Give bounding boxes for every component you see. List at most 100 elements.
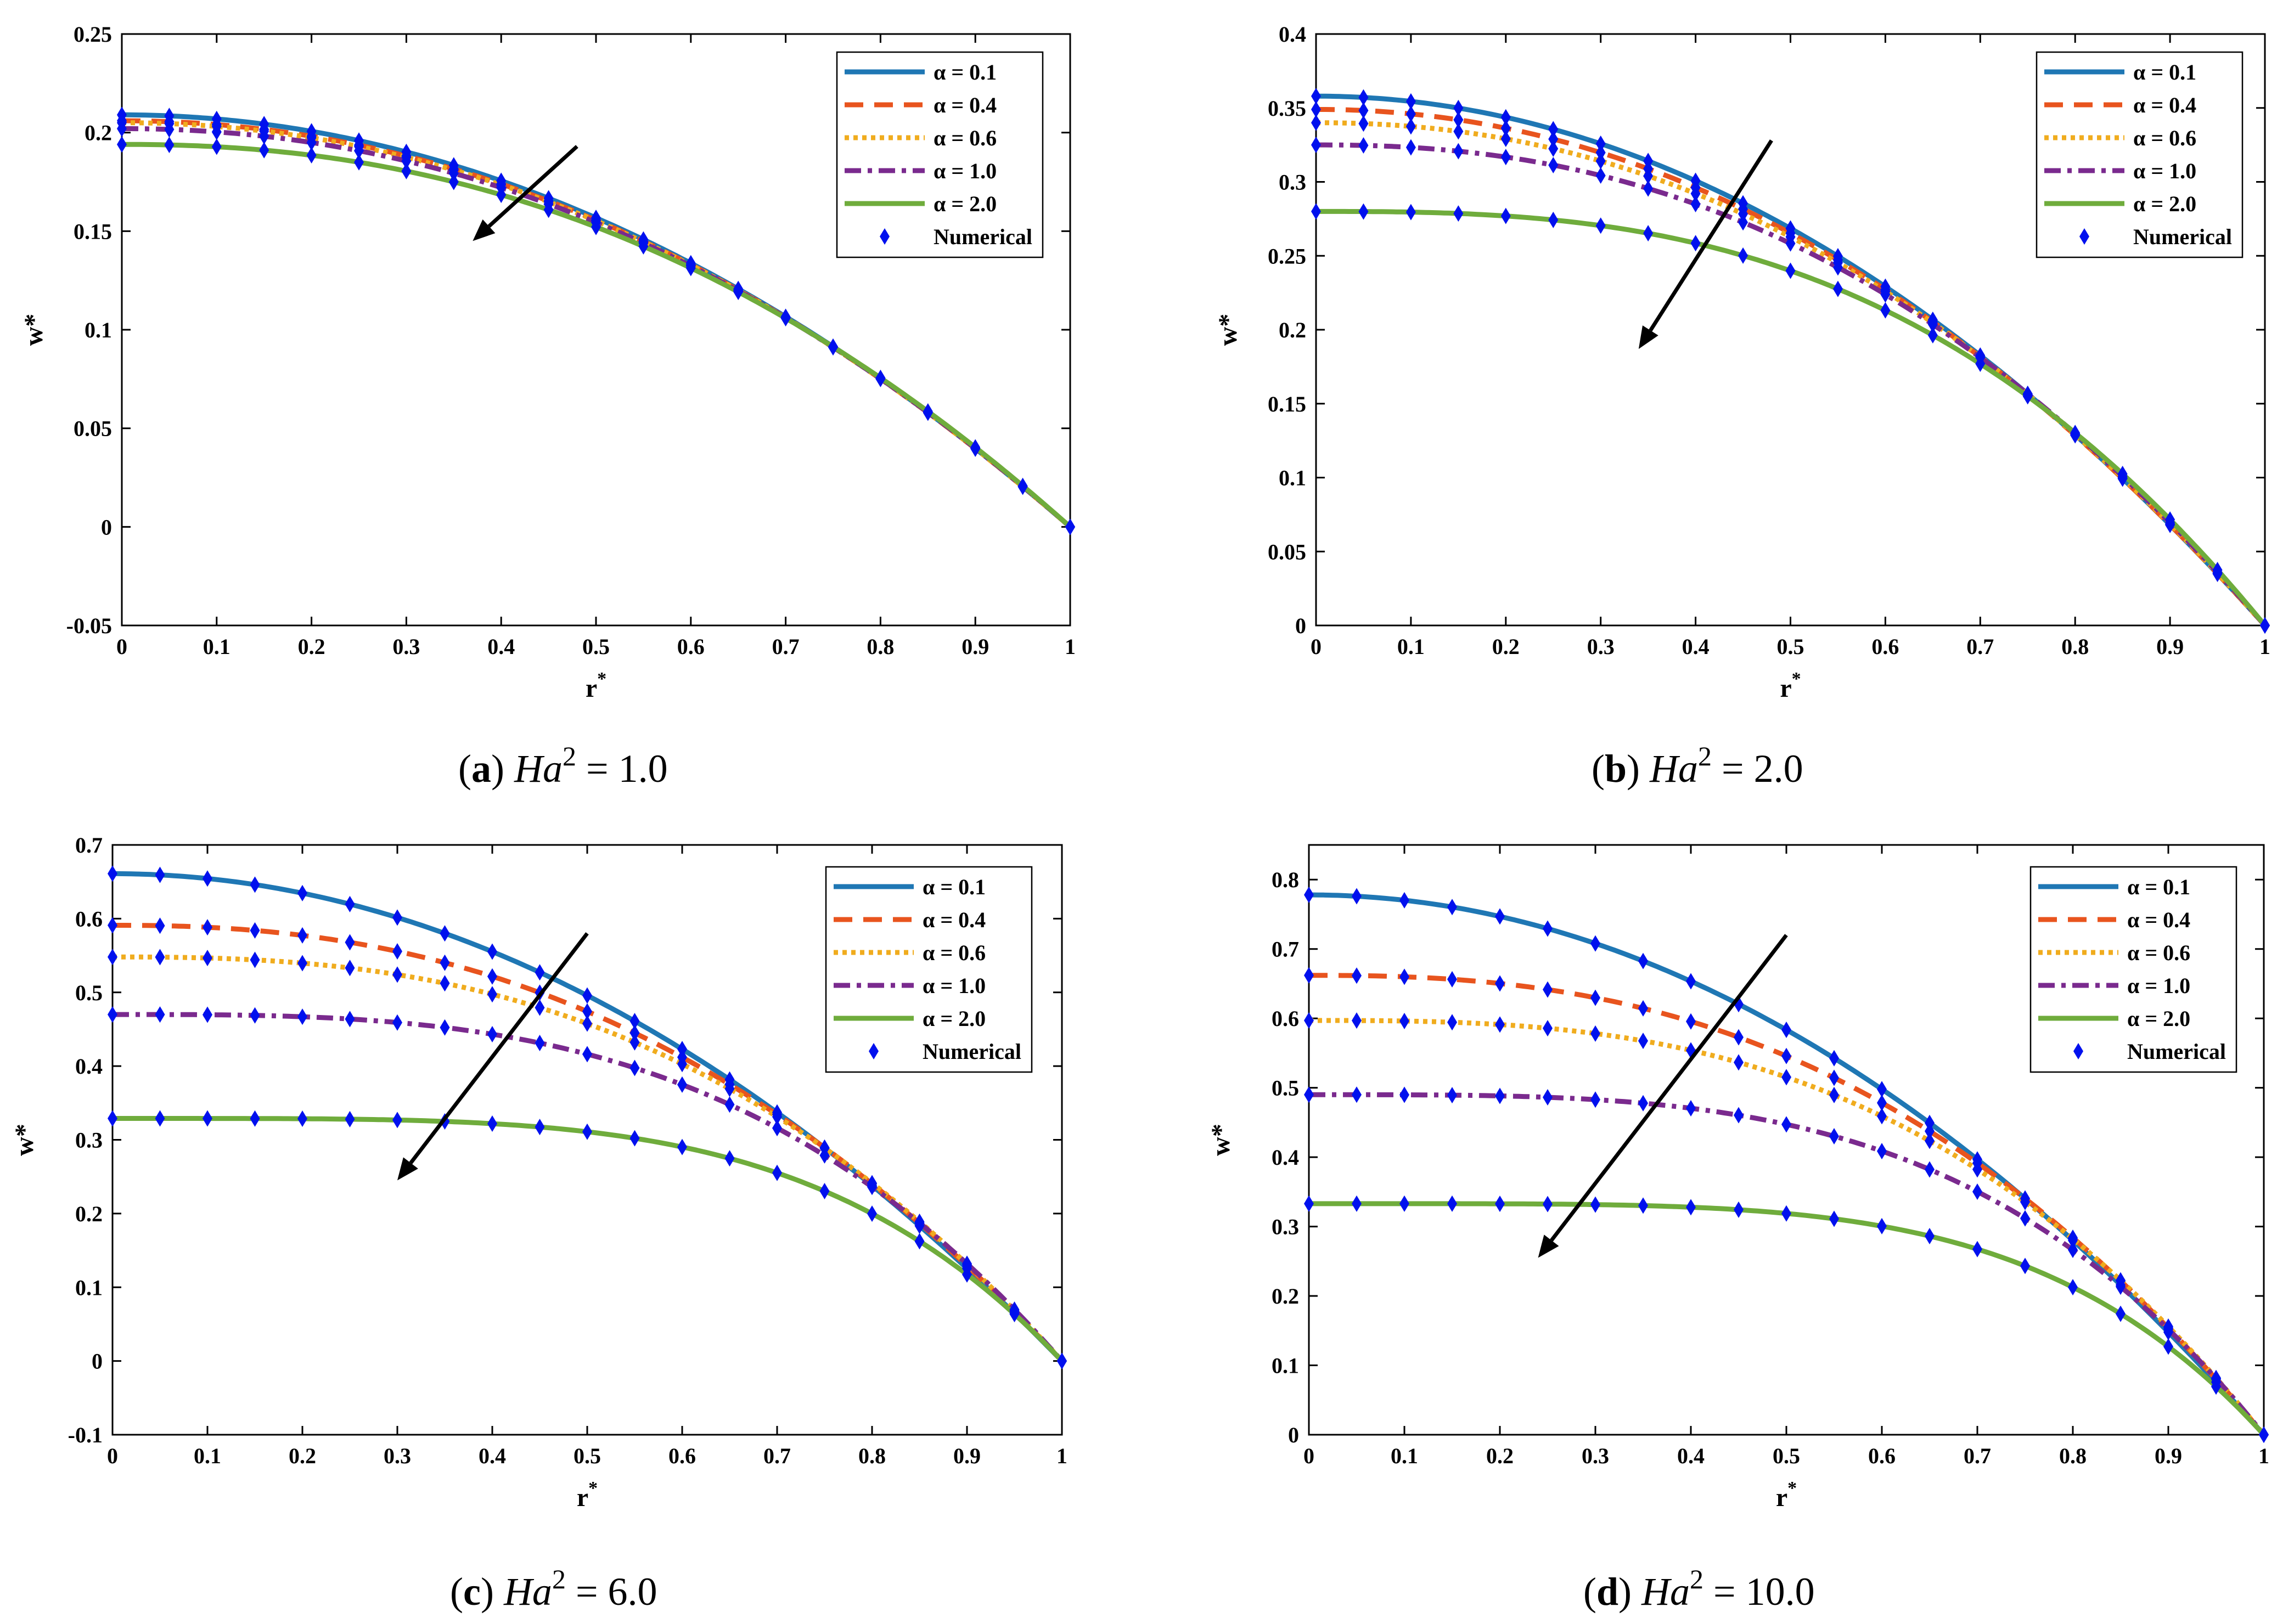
numerical-point [1738, 247, 1748, 264]
numerical-point [164, 121, 175, 138]
numerical-point [1311, 137, 1321, 154]
numerical-point [1734, 1201, 1744, 1218]
chart-panel-a: 0 0.1 0.2 0.3 0.4 0.5 0.6 0.7 0.8 0.9 1-0.0500.050… [19, 22, 1076, 791]
numerical-point [1595, 153, 1606, 170]
legend-alpha-symbol: α [923, 907, 935, 932]
legend-label-3: α = 1.0 [923, 973, 986, 998]
numerical-point [1877, 1143, 1887, 1160]
numerical-point [1405, 93, 1416, 110]
y-tick-label: 0.5 [75, 980, 103, 1005]
numerical-point [1548, 156, 1559, 173]
y-tick-label: 0 [1288, 1423, 1299, 1447]
x-tick-label: 0.2 [1486, 1443, 1514, 1468]
legend-alpha-value: = 0.1 [946, 60, 997, 84]
legend-alpha-value: = 2.0 [2139, 1006, 2190, 1031]
x-tick-label: 0.5 [1773, 1443, 1800, 1468]
legend-alpha-symbol: α [2133, 126, 2145, 150]
y-tick-label: 0 [92, 1349, 103, 1374]
series-line-2 [113, 954, 1062, 1363]
legend-alpha-value: = 0.6 [2145, 126, 2196, 150]
numerical-point [259, 142, 269, 159]
x-axis-label: r* [586, 669, 606, 703]
legend-alpha-value: = 0.4 [935, 907, 986, 932]
y-tick-label: 0.3 [1279, 170, 1306, 195]
numerical-point [487, 1115, 497, 1132]
x-tick-label: 0.7 [1966, 634, 1994, 659]
legend-alpha-symbol: α [934, 159, 946, 183]
caption-value: = 6.0 [566, 1570, 657, 1614]
numerical-point [2116, 1305, 2126, 1322]
legend-box [2029, 866, 2237, 1073]
numerical-point [108, 949, 117, 966]
y-tick-label: 0.3 [75, 1128, 103, 1153]
numerical-point [2068, 1241, 2078, 1258]
numerical-point [1829, 1050, 1839, 1067]
numerical-point [155, 866, 165, 883]
x-axis-label: r* [1776, 1478, 1797, 1512]
numerical-point [392, 943, 402, 960]
legend-alpha-symbol: α [923, 875, 935, 899]
numerical-point [629, 1024, 640, 1041]
numerical-point [2163, 1338, 2173, 1355]
numerical-point [1304, 1195, 1314, 1212]
x-tick-label: 1 [2259, 634, 2270, 659]
numerical-point [155, 917, 165, 934]
numerical-point [203, 870, 212, 887]
caption-variable: Ha [1641, 1570, 1690, 1614]
numerical-point [1311, 101, 1321, 118]
caption-value: = 10.0 [1703, 1570, 1815, 1614]
legend-alpha-value: = 1.0 [2145, 159, 2196, 183]
numerical-point [1447, 971, 1457, 988]
numerical-point [2020, 1210, 2030, 1227]
y-tick-label: 0.15 [1268, 392, 1306, 416]
numerical-point [1638, 952, 1648, 969]
legend-alpha-symbol: α [934, 60, 946, 84]
numerical-point [392, 1112, 402, 1129]
numerical-point [1453, 111, 1464, 128]
numerical-point [345, 1110, 355, 1127]
numerical-point [1590, 1196, 1600, 1213]
numerical-point [1352, 1012, 1362, 1029]
legend-alpha-value: = 0.6 [2139, 940, 2190, 965]
numerical-point [1358, 115, 1369, 132]
y-tick-label: 0.25 [1268, 244, 1306, 268]
y-tick-label: 0.6 [75, 906, 103, 931]
legend-label-0: α = 0.1 [2127, 875, 2190, 899]
legend-label-0: α = 0.1 [934, 60, 997, 84]
numerical-point [535, 999, 545, 1016]
numerical-point [1785, 262, 1796, 279]
numerical-point [1925, 1161, 1935, 1178]
y-tick-label: 0.3 [1272, 1215, 1299, 1239]
numerical-point [250, 951, 260, 968]
legend-alpha-symbol: α [2133, 93, 2145, 117]
numerical-point [2260, 617, 2270, 634]
numerical-point [1352, 1195, 1362, 1212]
numerical-point [1829, 1210, 1839, 1227]
y-tick-label: 0.1 [75, 1275, 103, 1300]
legend-alpha-value: = 1.0 [2139, 973, 2190, 998]
caption-paren: ) [491, 747, 514, 791]
caption-variable: Ha [1649, 747, 1698, 791]
caption-letter: c [463, 1570, 481, 1614]
numerical-point [1500, 207, 1511, 224]
numerical-point [962, 1255, 972, 1272]
numerical-point [1495, 975, 1505, 992]
numerical-point [306, 134, 317, 151]
numerical-point [108, 1006, 117, 1023]
numerical-point [1399, 1012, 1409, 1029]
x-tick-label: 0.4 [1682, 634, 1710, 659]
numerical-point [297, 955, 307, 972]
numerical-point [1638, 1000, 1648, 1017]
numerical-point [1590, 1025, 1600, 1042]
caption-value: = 2.0 [1712, 747, 1803, 791]
legend-alpha-symbol: α [2127, 875, 2139, 899]
x-tick-label: 0.8 [858, 1443, 886, 1468]
numerical-point [496, 187, 507, 204]
numerical-point [629, 1034, 640, 1051]
legend-label-2: α = 0.6 [2133, 126, 2196, 150]
legend-alpha-value: = 0.4 [2145, 93, 2196, 117]
numerical-point [677, 1138, 687, 1155]
numerical-point [1399, 1086, 1409, 1103]
numerical-point [1399, 1195, 1409, 1212]
